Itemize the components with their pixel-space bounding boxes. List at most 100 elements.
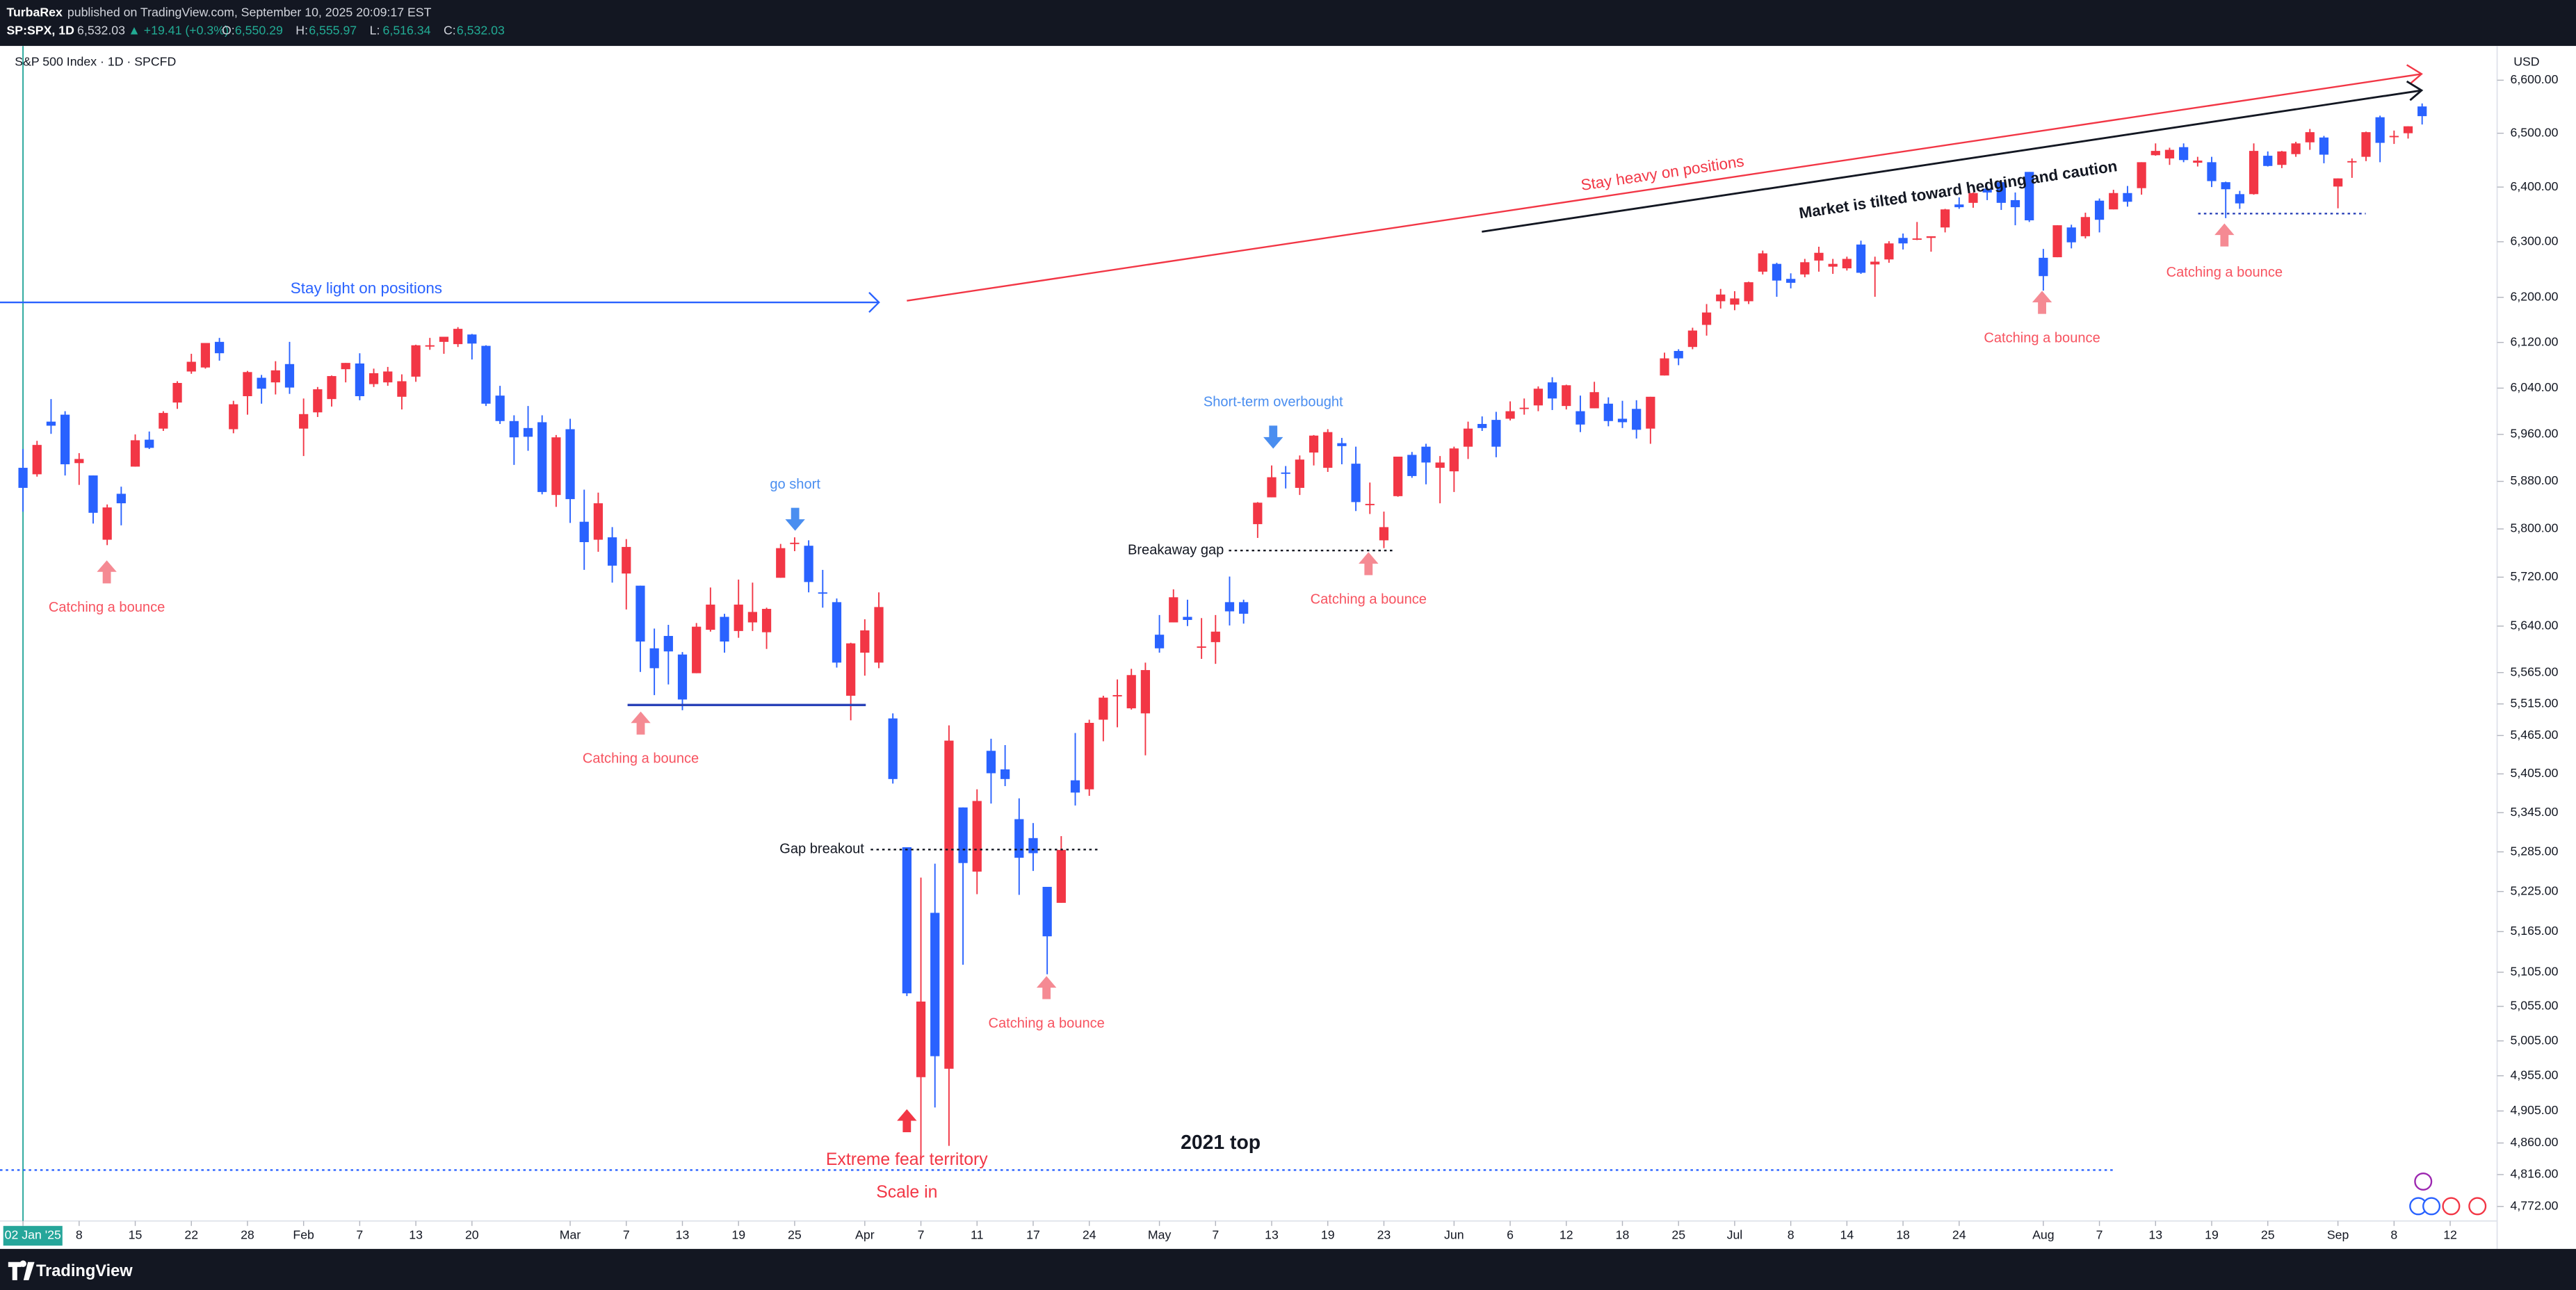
x-tick-highlight bbox=[3, 1225, 63, 1246]
candle-body bbox=[2080, 217, 2091, 236]
y-tick-label: 6,500.00 bbox=[2510, 125, 2558, 139]
candle-body bbox=[1940, 209, 1950, 228]
x-tick-label: 22 bbox=[184, 1228, 198, 1242]
candle-body bbox=[439, 336, 449, 342]
x-tick-label: 12 bbox=[2443, 1228, 2457, 1242]
candle-body bbox=[1323, 432, 1333, 468]
candle-body bbox=[1968, 193, 1978, 203]
y-tick-label: 6,300.00 bbox=[2510, 234, 2558, 248]
y-tick-label: 5,285.00 bbox=[2510, 844, 2558, 858]
trend-line bbox=[1482, 89, 2422, 233]
candle-body bbox=[74, 459, 84, 464]
candle-body bbox=[1267, 477, 1277, 498]
candle-body bbox=[2333, 178, 2343, 187]
x-tick-label: May bbox=[1148, 1228, 1172, 1242]
candle-body bbox=[1575, 411, 1585, 425]
candle-body bbox=[1435, 462, 1445, 468]
x-tick-label: 12 bbox=[1560, 1228, 1573, 1242]
candle-body bbox=[776, 548, 786, 578]
candles bbox=[18, 103, 2427, 1161]
candle-body bbox=[2249, 151, 2259, 195]
candle-body bbox=[846, 643, 856, 696]
candle-body bbox=[2137, 162, 2146, 188]
candle-body bbox=[397, 381, 407, 397]
arrow-icon bbox=[897, 1109, 917, 1133]
y-tick-label: 4,905.00 bbox=[2510, 1103, 2558, 1117]
x-tick-label: 19 bbox=[2205, 1228, 2219, 1242]
candle-body bbox=[341, 363, 350, 370]
candle-body bbox=[1912, 238, 1922, 240]
footer-bar bbox=[0, 1248, 2576, 1290]
candle-body bbox=[761, 609, 772, 632]
annotation: Extreme fear territory bbox=[826, 1150, 988, 1169]
arrow-icon bbox=[2032, 291, 2052, 314]
y-tick-label: 5,720.00 bbox=[2510, 569, 2558, 583]
candle-body bbox=[1477, 423, 1487, 428]
candle-body bbox=[60, 414, 70, 464]
candle-body bbox=[1632, 409, 1642, 430]
y-tick-label: 5,225.00 bbox=[2510, 883, 2558, 897]
candle-body bbox=[299, 414, 309, 429]
candle-body bbox=[214, 341, 225, 354]
price-change: ▲ +19.41 (+0.3%) bbox=[128, 24, 229, 38]
x-tick-label: 28 bbox=[241, 1228, 254, 1242]
candle-body bbox=[1239, 602, 1249, 614]
x-tick-label: 25 bbox=[2261, 1228, 2275, 1242]
arrow-head bbox=[868, 292, 880, 313]
candle-body bbox=[874, 607, 884, 663]
x-tick-label: 8 bbox=[1788, 1228, 1795, 1242]
x-tick-label: 19 bbox=[1321, 1228, 1335, 1242]
x-tick-label: 13 bbox=[409, 1228, 423, 1242]
candle-body bbox=[130, 440, 140, 467]
arrow-icon bbox=[2214, 223, 2235, 247]
ohlc-key: L: bbox=[370, 24, 380, 38]
candle-body bbox=[579, 521, 589, 542]
candle-body bbox=[2221, 182, 2230, 190]
ohlc-key: H: bbox=[295, 24, 308, 38]
candle-body bbox=[1295, 459, 1304, 488]
y-tick-label: 5,055.00 bbox=[2510, 999, 2558, 1013]
candle-body bbox=[102, 507, 112, 540]
event-icon bbox=[2468, 1197, 2487, 1216]
x-tick-label: 7 bbox=[1212, 1228, 1219, 1242]
ohlc-value: 6,516.34 bbox=[383, 24, 431, 38]
x-tick-label: 13 bbox=[1265, 1228, 1279, 1242]
x-tick-label: 8 bbox=[2390, 1228, 2397, 1242]
y-tick-label: 5,345.00 bbox=[2510, 805, 2558, 819]
candle-body bbox=[622, 546, 631, 574]
candle-body bbox=[1505, 411, 1515, 419]
annotation: Breakaway gap bbox=[1128, 542, 1224, 557]
candle-body bbox=[18, 468, 28, 488]
last-price: 6,532.03 bbox=[77, 24, 125, 38]
candle-body bbox=[1393, 456, 1403, 496]
candle-body bbox=[425, 345, 435, 347]
candle-body bbox=[1224, 602, 1235, 612]
candle-body bbox=[1842, 259, 1852, 269]
candle-body bbox=[1253, 503, 1263, 525]
arrow-icon bbox=[1036, 976, 1057, 999]
x-tick-label: Jun bbox=[1444, 1228, 1464, 1242]
candle-body bbox=[818, 592, 827, 594]
annotation: Gap breakout bbox=[779, 842, 864, 857]
symbol: SP:SPX, 1D bbox=[6, 24, 74, 38]
candle-body bbox=[257, 377, 266, 389]
candle-body bbox=[804, 546, 813, 582]
ohlc-value: 6,532.03 bbox=[457, 24, 505, 38]
candle-body bbox=[2347, 161, 2357, 163]
candle-body bbox=[1926, 236, 1936, 238]
candle-body bbox=[1786, 279, 1796, 283]
candle-body bbox=[1533, 389, 1544, 406]
x-tick-label: 14 bbox=[1840, 1228, 1854, 1242]
candle-body bbox=[2389, 136, 2399, 138]
y-tick-label: 4,816.00 bbox=[2510, 1167, 2558, 1181]
candle-body bbox=[1197, 646, 1206, 648]
x-tick-label: 15 bbox=[129, 1228, 143, 1242]
ohlc-header: O: 6,550.29 H: 6,555.97 L: 6,516.34 C: 6,532.03 bbox=[222, 24, 505, 38]
x-tick-label: 7 bbox=[623, 1228, 630, 1242]
candle-body bbox=[1856, 244, 1866, 273]
candle-body bbox=[368, 373, 379, 384]
y-tick-label: 6,040.00 bbox=[2510, 380, 2558, 394]
x-tick-label: 24 bbox=[1083, 1228, 1096, 1242]
candle-body bbox=[327, 376, 337, 400]
x-tick-label: 13 bbox=[2148, 1228, 2162, 1242]
